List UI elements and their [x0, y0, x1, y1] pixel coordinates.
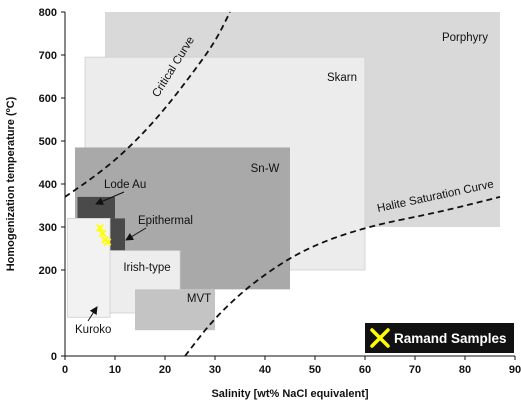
legend-box: [365, 323, 514, 353]
region-label-epithermal: Epithermal: [138, 215, 193, 227]
x-tick-label-30: 30: [209, 364, 221, 376]
data-point-ramand-samples-3: [103, 238, 112, 246]
x-axis-title: Salinity [wt% NaCl equivalent]: [211, 388, 368, 400]
arrow-kuroko: [87, 306, 98, 322]
y-tick-label-500: 500: [39, 136, 57, 148]
x-tick-label-80: 80: [459, 364, 471, 376]
arrow-lode-au: [95, 191, 125, 205]
x-tick-label-20: 20: [159, 364, 171, 376]
y-tick-label-700: 700: [39, 50, 57, 62]
region-label-mvt: MVT: [187, 293, 211, 305]
x-tick-label-90: 90: [509, 364, 521, 376]
region-label-sn-w: Sn-W: [251, 163, 280, 175]
y-tick-label-400: 400: [39, 179, 57, 191]
y-axis-title: Homogenization temperature (ºC): [5, 96, 17, 271]
y-tick-label-200: 200: [39, 265, 57, 277]
legend-label-ramand-samples: Ramand Samples: [394, 331, 507, 346]
data-point-ramand-samples-1: [98, 229, 107, 238]
y-tick-label-300: 300: [39, 222, 57, 234]
y-tick-label-0: 0: [51, 351, 57, 363]
region-label-porphyry: Porphyry: [442, 32, 488, 44]
x-tick-label-0: 0: [62, 364, 68, 376]
region-lode-au: [77, 196, 115, 219]
y-tick-label-800: 800: [39, 7, 57, 19]
x-tick-label-40: 40: [259, 364, 271, 376]
curve-halite-saturation-curve: [184, 196, 501, 357]
region-mvt: [135, 289, 215, 331]
x-tick-label-50: 50: [309, 364, 321, 376]
x-tick-label-60: 60: [359, 364, 371, 376]
y-tick-label-600: 600: [39, 93, 57, 105]
region-label-skarn: Skarn: [327, 72, 357, 84]
legend-marker-ramand-samples: [370, 328, 390, 348]
region-label-irish-type: Irish-type: [123, 262, 170, 274]
arrow-epithermal: [125, 227, 147, 241]
region-label-kuroko: Kuroko: [75, 324, 111, 336]
curve-critical-curve: [64, 11, 231, 198]
data-point-ramand-samples-0: [96, 223, 104, 232]
region-label-lode-au: Lode Au: [104, 179, 146, 191]
x-tick-label-10: 10: [109, 364, 121, 376]
x-tick-label-70: 70: [409, 364, 421, 376]
